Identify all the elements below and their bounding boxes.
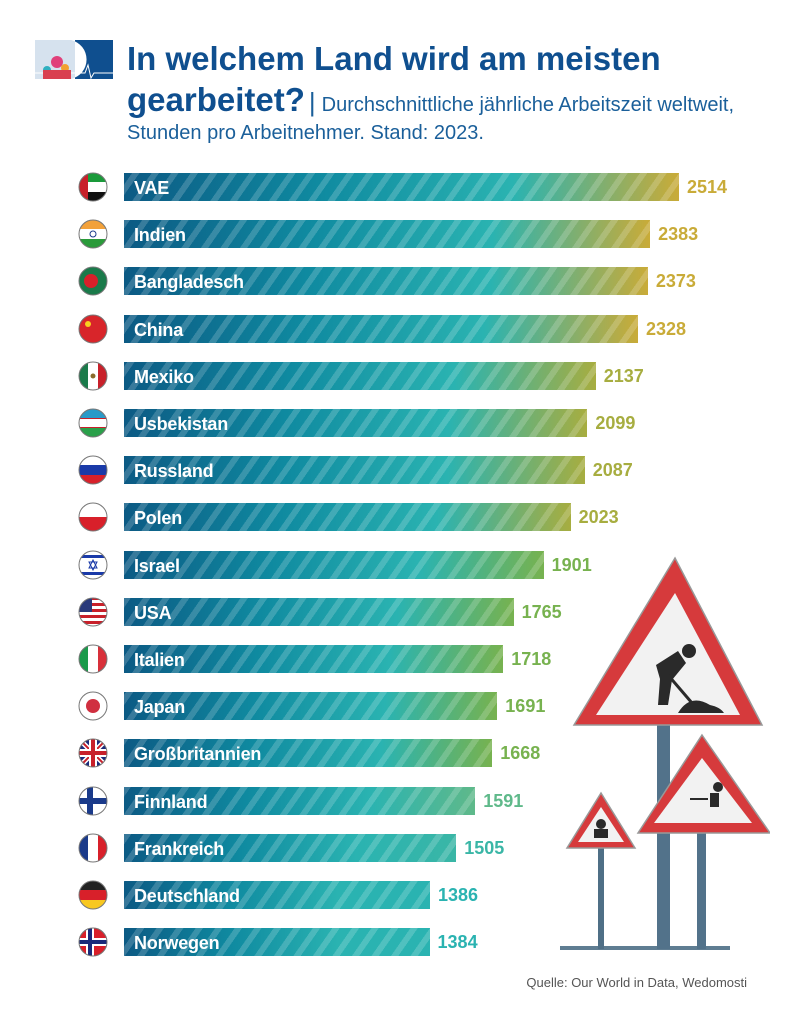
bar: USA [124, 597, 514, 626]
bar-row: Italien 1718 [0, 644, 787, 674]
bar: Russland [124, 456, 585, 485]
flag-de-icon [78, 880, 108, 910]
value-label: 1668 [500, 743, 541, 764]
bar-row: Finnland 1591 [0, 786, 787, 816]
value-label: 1591 [483, 790, 524, 811]
bar-row: Mexiko 2137 [0, 361, 787, 391]
flag-ru-icon [78, 455, 108, 485]
bar-row: Usbekistan 2099 [0, 408, 787, 438]
bar-row: Russland 2087 [0, 455, 787, 485]
title-text: In welchem Land wird am meisten gearbeit… [127, 40, 661, 118]
bar-row: Großbritannien 1668 [0, 738, 787, 768]
bar-label: Norwegen [134, 933, 220, 954]
flag-gb-icon [78, 738, 108, 768]
value-label: 2383 [658, 224, 699, 245]
bar-label: Bangladesch [134, 272, 244, 293]
flag-no-icon [78, 927, 108, 957]
bar-label: Japan [134, 697, 186, 718]
flag-mx-icon [78, 361, 108, 391]
subtitle-text: Durchschnittliche jährliche Arbeitszeit … [127, 94, 735, 144]
bar: Italien [124, 645, 504, 673]
value-label: 1765 [521, 601, 562, 622]
bar: Indien [124, 220, 651, 249]
bar-row: USA 1765 [0, 597, 787, 627]
bar-row: Frankreich 1505 [0, 833, 787, 863]
bar-label: Großbritannien [134, 744, 262, 765]
value-label: 1718 [511, 649, 552, 669]
flag-in-icon [78, 219, 108, 249]
bar-label: Italien [134, 650, 185, 670]
bar-label: Israel [134, 555, 180, 576]
value-label: 1505 [464, 837, 505, 858]
bar-row: Norwegen 1384 [0, 927, 787, 957]
bar: Norwegen [124, 928, 430, 957]
bar: VAE [124, 173, 679, 201]
value-label: 1901 [551, 554, 592, 575]
value-label: 2328 [645, 318, 686, 339]
value-label: 2087 [592, 460, 633, 481]
bar-row: Deutschland 1386 [0, 880, 787, 910]
flag-il-icon [78, 550, 108, 580]
logo-icon [35, 40, 113, 79]
flag-bd-icon [78, 266, 108, 296]
value-label: 2373 [655, 271, 696, 292]
bar-row: Polen 2023 [0, 502, 787, 532]
value-label: 1384 [437, 932, 478, 953]
bar: Großbritannien [124, 739, 493, 768]
value-label: 1691 [505, 696, 546, 717]
bar: Polen [124, 503, 571, 532]
flag-fi-icon [78, 786, 108, 816]
bar: Deutschland [124, 881, 430, 909]
flag-uz-icon [78, 408, 108, 438]
bar-label: Polen [134, 508, 183, 529]
bar-row: VAE 2514 [0, 172, 787, 202]
bar-label: Mexiko [134, 366, 194, 387]
value-label: 2023 [578, 507, 619, 528]
bar-row: Japan 1691 [0, 691, 787, 721]
bar: Israel [124, 550, 544, 579]
flag-jp-icon [78, 691, 108, 721]
value-label: 2137 [603, 365, 644, 386]
source-note: Quelle: Our World in Data, Wedomosti [526, 975, 747, 990]
bar-label: Frankreich [134, 838, 225, 859]
flag-pl-icon [78, 502, 108, 532]
title-separator: | [308, 87, 316, 117]
value-label: 2514 [687, 177, 728, 197]
bar-row: Bangladesch 2373 [0, 266, 787, 296]
bar-label: Finnland [134, 791, 208, 812]
bar-row: Israel 1901 [0, 550, 787, 580]
flag-cn-icon [78, 314, 108, 344]
flag-ae-icon [78, 172, 108, 202]
bar: Japan [124, 692, 498, 721]
bar: China [124, 314, 638, 343]
bar-label: China [134, 319, 184, 340]
bar: Usbekistan [124, 409, 588, 437]
bar-label: Indien [134, 225, 186, 246]
bar: Mexiko [124, 361, 596, 390]
flag-it-icon [78, 644, 108, 674]
road-signs-illustration [560, 556, 770, 950]
bar: Frankreich [124, 833, 457, 862]
bar-label: VAE [134, 178, 170, 198]
value-label: 2099 [595, 413, 636, 433]
bar-row: China 2328 [0, 314, 787, 344]
flag-fr-icon [78, 833, 108, 863]
flag-us-icon [78, 597, 108, 627]
bar-label: Deutschland [134, 886, 240, 906]
chart-title: In welchem Land wird am meisten gearbeit… [127, 38, 767, 147]
bar: Finnland [124, 786, 476, 815]
value-label: 1386 [437, 885, 479, 905]
bar-label: Usbekistan [134, 414, 229, 434]
bar-label: Russland [134, 461, 214, 482]
bar-label: USA [134, 602, 172, 623]
bar-row: Indien 2383 [0, 219, 787, 249]
bar: Bangladesch [124, 267, 648, 296]
